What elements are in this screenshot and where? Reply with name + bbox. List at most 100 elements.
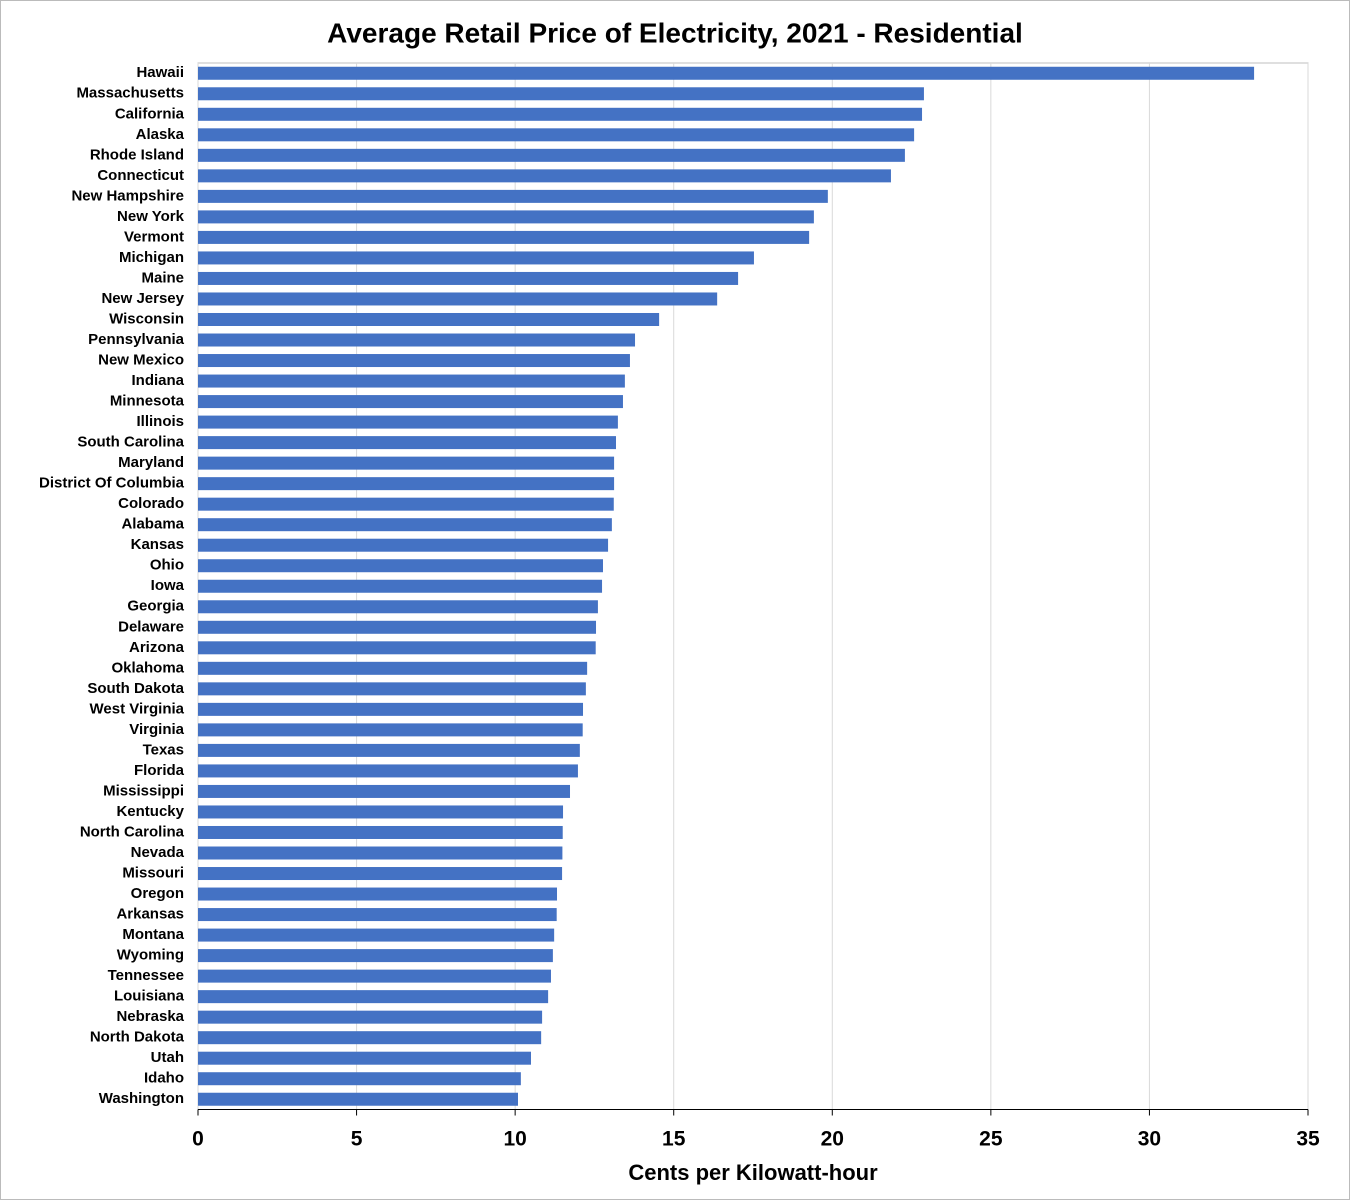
y-tick-label: Nevada: [131, 844, 185, 861]
bar: [198, 867, 563, 881]
y-tick-label: Oregon: [131, 885, 184, 902]
bar: [198, 87, 924, 101]
y-tick-label: Louisiana: [114, 988, 185, 1005]
bar: [198, 928, 555, 942]
x-tick-label: 0: [192, 1128, 204, 1151]
y-tick-label: Vermont: [124, 228, 184, 245]
x-tick-label: 20: [821, 1128, 844, 1151]
y-tick-label: Alabama: [121, 516, 184, 533]
bar: [198, 743, 580, 757]
bar: [198, 784, 571, 798]
bar: [198, 189, 828, 203]
bar: [198, 518, 612, 532]
y-tick-label: North Dakota: [90, 1029, 185, 1046]
y-tick-label: Illinois: [136, 413, 184, 430]
bar: [198, 702, 584, 716]
bar: [198, 395, 623, 409]
y-tick-label: Kentucky: [116, 803, 184, 820]
bar: [198, 354, 630, 368]
x-tick-label: 25: [979, 1128, 1003, 1151]
bar: [198, 1010, 543, 1024]
y-tick-label: Iowa: [151, 577, 185, 594]
bar: [198, 990, 549, 1004]
bar: [198, 436, 616, 450]
y-tick-label: Mississippi: [103, 782, 184, 799]
bar: [198, 538, 609, 552]
y-tick-label: Massachusetts: [76, 85, 184, 102]
bar: [198, 497, 614, 511]
y-tick-label: Arkansas: [116, 906, 184, 923]
y-tick-label: Texas: [143, 741, 184, 758]
y-tick-label: Minnesota: [110, 393, 185, 410]
y-tick-label: Connecticut: [97, 167, 184, 184]
bar: [198, 415, 618, 429]
bar: [198, 312, 660, 326]
y-tick-label: South Dakota: [87, 680, 184, 697]
y-tick-label: Virginia: [129, 721, 184, 738]
bar: [198, 1072, 521, 1086]
y-tick-label: Washington: [99, 1090, 184, 1107]
y-tick-label: West Virginia: [90, 700, 185, 717]
y-tick-label: Pennsylvania: [88, 331, 185, 348]
bar: [198, 682, 586, 696]
y-tick-label: Oklahoma: [111, 659, 184, 676]
bar: [198, 66, 1255, 80]
bar: [198, 949, 553, 963]
bar: [198, 600, 598, 614]
y-tick-label: Tennessee: [108, 967, 184, 984]
bar: [198, 477, 615, 491]
y-tick-label: California: [115, 105, 185, 122]
x-tick-label: 35: [1296, 1128, 1320, 1151]
x-tick-label: 15: [662, 1128, 686, 1151]
bar: [198, 1092, 518, 1106]
x-tick-label: 10: [503, 1128, 526, 1151]
y-tick-label: Utah: [151, 1049, 184, 1066]
y-tick-label: North Carolina: [80, 823, 185, 840]
bar: [198, 148, 905, 162]
y-tick-label: New Hampshire: [71, 187, 184, 204]
y-tick-label: South Carolina: [77, 434, 184, 451]
y-tick-label: Arizona: [129, 639, 185, 656]
bar: [198, 128, 915, 142]
bar: [198, 559, 603, 573]
y-tick-label: Maine: [141, 269, 184, 286]
y-tick-label: New York: [117, 208, 185, 225]
x-axis-title: Cents per Kilowatt-hour: [628, 1160, 878, 1185]
bar: [198, 210, 814, 224]
y-tick-label: New Mexico: [98, 352, 184, 369]
bar: [198, 887, 558, 901]
y-tick-label: Nebraska: [116, 1008, 184, 1025]
bar: [198, 292, 718, 306]
y-tick-label: Hawaii: [136, 64, 184, 81]
y-tick-label: Kansas: [131, 536, 184, 553]
bar: [198, 1051, 531, 1065]
y-tick-label: Florida: [134, 762, 185, 779]
chart-title: Average Retail Price of Electricity, 202…: [327, 17, 1023, 48]
y-tick-label: Wisconsin: [109, 310, 184, 327]
y-tick-label: Ohio: [150, 557, 184, 574]
y-tick-label: Maryland: [118, 454, 184, 471]
bar: [198, 846, 563, 860]
bar: [198, 723, 583, 737]
bar: [198, 579, 603, 593]
y-tick-label: Rhode Island: [90, 146, 184, 163]
bar: [198, 805, 564, 819]
y-tick-label: New Jersey: [101, 290, 184, 307]
y-tick-label: Missouri: [122, 864, 184, 881]
y-tick-label: Alaska: [136, 126, 185, 143]
bar: [198, 251, 754, 265]
y-tick-label: Michigan: [119, 249, 184, 266]
bar: [198, 271, 739, 285]
bar: [198, 1031, 542, 1045]
bar: [198, 169, 891, 183]
x-tick-label: 5: [351, 1128, 363, 1151]
y-tick-label: Wyoming: [117, 947, 184, 964]
y-tick-label: District Of Columbia: [39, 475, 185, 492]
bar: [198, 825, 563, 839]
y-tick-label: Delaware: [118, 618, 184, 635]
y-tick-label: Idaho: [144, 1070, 184, 1087]
bar: [198, 107, 923, 121]
bar: [198, 456, 615, 470]
bar: [198, 333, 636, 347]
